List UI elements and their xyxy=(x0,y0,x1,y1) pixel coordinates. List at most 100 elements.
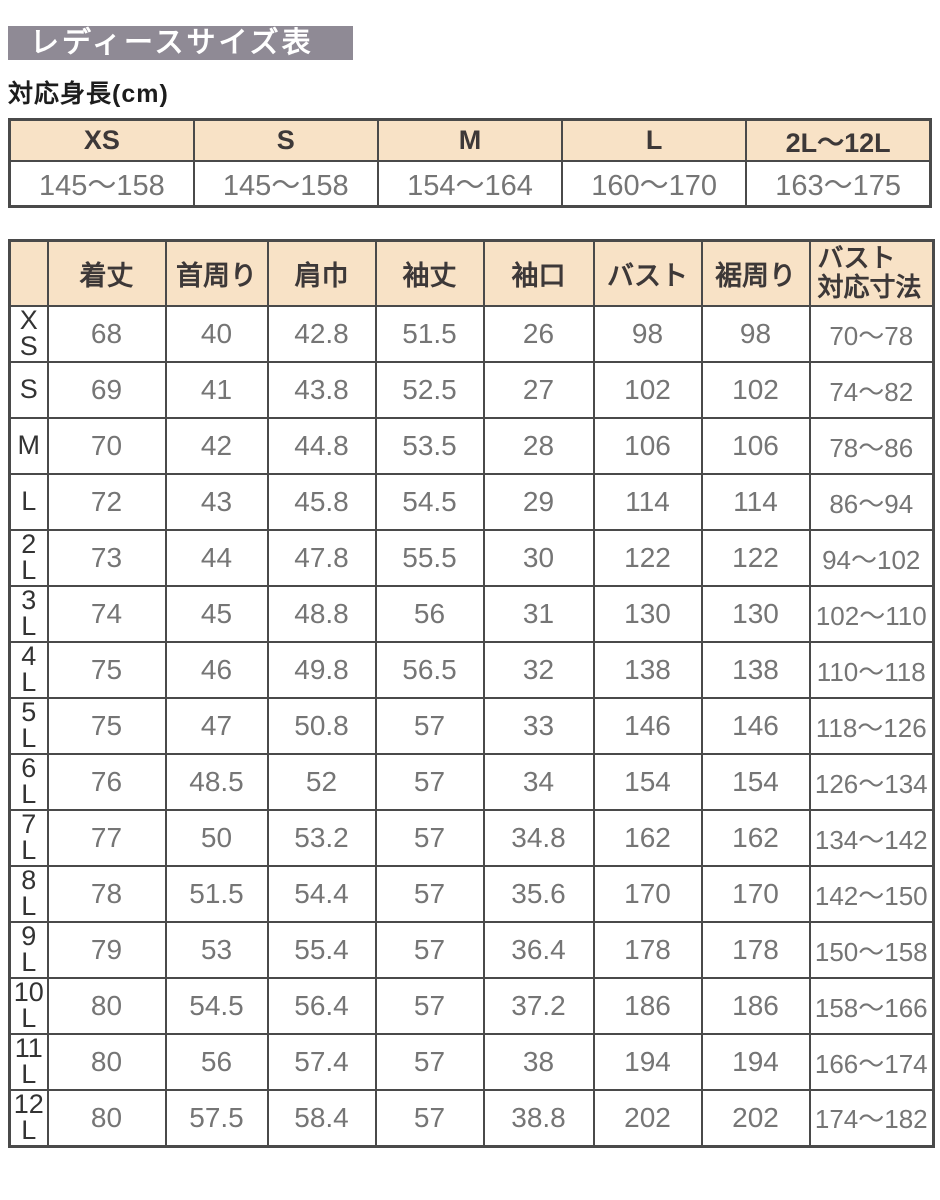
measurement-value-cell: 36.4 xyxy=(482,921,595,979)
measurement-value-cell: 52 xyxy=(266,753,377,811)
measurement-value-cell: 75 xyxy=(46,641,167,699)
measurement-value-cell: 54.5 xyxy=(374,473,485,531)
size-table-row: 2 L 73 44 47.8 55.5 30 122 122 94～102 xyxy=(8,529,935,587)
page-title: レディースサイズ表 xyxy=(8,26,353,60)
size-row-label: X S xyxy=(8,305,49,363)
height-col-header: 2L～12L xyxy=(745,118,932,162)
measurement-value-cell: 162 xyxy=(700,809,811,867)
ladies-size-chart-page: レディースサイズ表 対応身長(cm) XS S M L 2L～12L 145～158 14… xyxy=(8,26,935,1148)
height-table-value-row: 145～158 145～158 154～164 160～170 163～175 xyxy=(8,160,932,207)
measurement-value-cell: 202 xyxy=(700,1089,811,1147)
size-table: 着丈 首周り 肩巾 袖丈 袖口 バスト 裾周り バスト 対応寸法 X S 68 40 42.8 51.… xyxy=(8,238,935,1148)
measurement-value-cell: 106 xyxy=(592,417,703,475)
measurement-value-cell: 78 xyxy=(46,865,167,923)
height-col-header: S xyxy=(192,118,379,162)
measurement-value-cell: 98 xyxy=(592,305,703,363)
measurement-value-cell: 38.8 xyxy=(482,1089,595,1147)
size-col-header: バスト xyxy=(592,239,703,307)
size-table-row: 8 L 78 51.5 54.4 57 35.6 170 170 142～150 xyxy=(8,865,935,923)
size-row-label: S xyxy=(8,361,49,419)
size-table-row: M 70 42 44.8 53.5 28 106 106 78～86 xyxy=(8,417,935,475)
measurement-value-cell: 47.8 xyxy=(266,529,377,587)
size-row-label: 4 L xyxy=(8,641,49,699)
height-range-value: 163～175 xyxy=(745,160,932,207)
size-row-label: 10 L xyxy=(8,977,49,1035)
measurement-value-cell: 51.5 xyxy=(164,865,269,923)
measurement-value-cell: 56 xyxy=(374,585,485,643)
measurement-value-cell: 70 xyxy=(46,417,167,475)
size-col-header: 肩巾 xyxy=(266,239,377,307)
measurement-value-cell: 57 xyxy=(374,809,485,867)
measurement-value-cell: 106 xyxy=(700,417,811,475)
measurement-value-cell: 56.5 xyxy=(374,641,485,699)
measurement-value-cell: 194 xyxy=(700,1033,811,1091)
measurement-value-cell: 202 xyxy=(592,1089,703,1147)
measurement-value-cell: 30 xyxy=(482,529,595,587)
measurement-value-cell: 154 xyxy=(700,753,811,811)
measurement-value-cell: 47 xyxy=(164,697,269,755)
measurement-value-cell: 50.8 xyxy=(266,697,377,755)
size-col-header: 袖口 xyxy=(482,239,595,307)
measurement-value-cell: 27 xyxy=(482,361,595,419)
measurement-value-cell: 79 xyxy=(46,921,167,979)
measurement-value-cell: 142～150 xyxy=(808,865,935,923)
height-col-header: XS xyxy=(8,118,195,162)
measurement-value-cell: 58.4 xyxy=(266,1089,377,1147)
measurement-value-cell: 186 xyxy=(592,977,703,1035)
measurement-value-cell: 114 xyxy=(592,473,703,531)
size-table-row: 5 L 75 47 50.8 57 33 146 146 118～126 xyxy=(8,697,935,755)
measurement-value-cell: 31 xyxy=(482,585,595,643)
measurement-value-cell: 43 xyxy=(164,473,269,531)
measurement-value-cell: 55.4 xyxy=(266,921,377,979)
measurement-value-cell: 130 xyxy=(700,585,811,643)
measurement-value-cell: 57 xyxy=(374,865,485,923)
measurement-value-cell: 146 xyxy=(700,697,811,755)
size-table-row: 9 L 79 53 55.4 57 36.4 178 178 150～158 xyxy=(8,921,935,979)
measurement-value-cell: 44 xyxy=(164,529,269,587)
size-table-row: X S 68 40 42.8 51.5 26 98 98 70～78 xyxy=(8,305,935,363)
measurement-value-cell: 53.5 xyxy=(374,417,485,475)
measurement-value-cell: 42.8 xyxy=(266,305,377,363)
measurement-value-cell: 35.6 xyxy=(482,865,595,923)
height-range-value: 160～170 xyxy=(561,160,748,207)
measurement-value-cell: 46 xyxy=(164,641,269,699)
measurement-value-cell: 68 xyxy=(46,305,167,363)
measurement-value-cell: 41 xyxy=(164,361,269,419)
measurement-value-cell: 34.8 xyxy=(482,809,595,867)
measurement-value-cell: 150～158 xyxy=(808,921,935,979)
size-row-label: 12 L xyxy=(8,1089,49,1147)
measurement-value-cell: 166～174 xyxy=(808,1033,935,1091)
measurement-value-cell: 118～126 xyxy=(808,697,935,755)
size-col-header: 袖丈 xyxy=(374,239,485,307)
measurement-value-cell: 70～78 xyxy=(808,305,935,363)
measurement-value-cell: 158～166 xyxy=(808,977,935,1035)
measurement-value-cell: 76 xyxy=(46,753,167,811)
measurement-value-cell: 126～134 xyxy=(808,753,935,811)
measurement-value-cell: 26 xyxy=(482,305,595,363)
measurement-value-cell: 48.8 xyxy=(266,585,377,643)
size-col-header: 首周り xyxy=(164,239,269,307)
measurement-value-cell: 114 xyxy=(700,473,811,531)
size-row-label: 8 L xyxy=(8,865,49,923)
measurement-value-cell: 45 xyxy=(164,585,269,643)
size-table-row: 11 L 80 56 57.4 57 38 194 194 166～174 xyxy=(8,1033,935,1091)
size-table-row: S 69 41 43.8 52.5 27 102 102 74～82 xyxy=(8,361,935,419)
measurement-value-cell: 57 xyxy=(374,1089,485,1147)
measurement-value-cell: 57 xyxy=(374,697,485,755)
measurement-value-cell: 55.5 xyxy=(374,529,485,587)
size-row-label: 2 L xyxy=(8,529,49,587)
measurement-value-cell: 138 xyxy=(700,641,811,699)
measurement-value-cell: 178 xyxy=(592,921,703,979)
measurement-value-cell: 138 xyxy=(592,641,703,699)
measurement-value-cell: 57.4 xyxy=(266,1033,377,1091)
measurement-value-cell: 48.5 xyxy=(164,753,269,811)
measurement-value-cell: 102 xyxy=(592,361,703,419)
measurement-value-cell: 54.4 xyxy=(266,865,377,923)
measurement-value-cell: 98 xyxy=(700,305,811,363)
measurement-value-cell: 194 xyxy=(592,1033,703,1091)
measurement-value-cell: 74 xyxy=(46,585,167,643)
height-col-header: M xyxy=(376,118,564,162)
measurement-value-cell: 51.5 xyxy=(374,305,485,363)
measurement-value-cell: 146 xyxy=(592,697,703,755)
size-row-label: L xyxy=(8,473,49,531)
